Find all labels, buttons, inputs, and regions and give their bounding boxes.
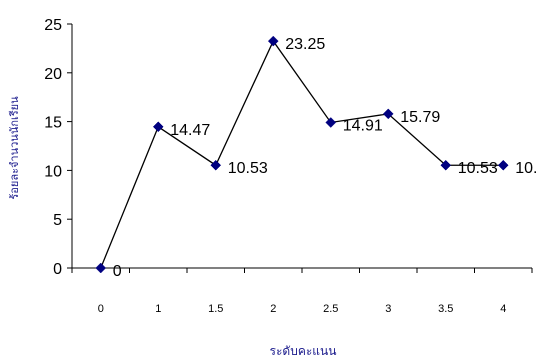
y-axis-title: ร้อยละจำนวนนักเรียน: [8, 96, 21, 200]
y-tick-label: 0: [53, 261, 62, 278]
x-tick-label: 3: [385, 303, 391, 315]
data-point-marker: [95, 262, 107, 274]
x-tick-label: 1: [155, 303, 161, 315]
y-tick-label: 5: [53, 212, 62, 229]
y-tick-label: 20: [44, 66, 62, 83]
data-point-marker: [382, 108, 394, 120]
data-point-marker: [267, 35, 279, 47]
y-tick-label: 25: [44, 17, 62, 34]
y-tick-label: 10: [44, 163, 62, 180]
data-label: 14.91: [343, 117, 383, 134]
data-label: 10.53: [228, 160, 268, 177]
data-label: 10.53: [458, 160, 498, 177]
data-label: 0: [113, 263, 122, 280]
x-tick-label: 2: [270, 303, 276, 315]
x-tick-label: 4: [500, 303, 506, 315]
data-point-marker: [325, 117, 337, 128]
series-line: [100, 39, 504, 269]
x-tick-label: 3.5: [438, 303, 453, 315]
x-axis-title: ระดับคะแนน: [270, 344, 337, 358]
data-point-marker: [210, 159, 222, 171]
y-tick-label: 15: [44, 115, 62, 132]
data-point-marker: [152, 121, 164, 133]
x-tick-label: 1.5: [208, 303, 223, 315]
data-label: 14.47: [170, 122, 210, 139]
data-labels: 0 14.47 10.53 23.25 14.91 15.79 10.53 10.53: [113, 36, 538, 280]
data-point-marker: [440, 159, 452, 171]
data-point-marker: [497, 159, 509, 171]
data-label: 10.53: [515, 160, 538, 177]
x-tick-label: 0: [98, 303, 104, 315]
series: [95, 35, 509, 274]
data-label: 15.79: [400, 109, 440, 126]
x-tick-label: 2.5: [323, 303, 338, 315]
axes: 0 5 10 15 20 25 0 1 1.5 2 2.5 3 3.5 4: [44, 17, 533, 315]
data-label: 23.25: [285, 36, 325, 53]
